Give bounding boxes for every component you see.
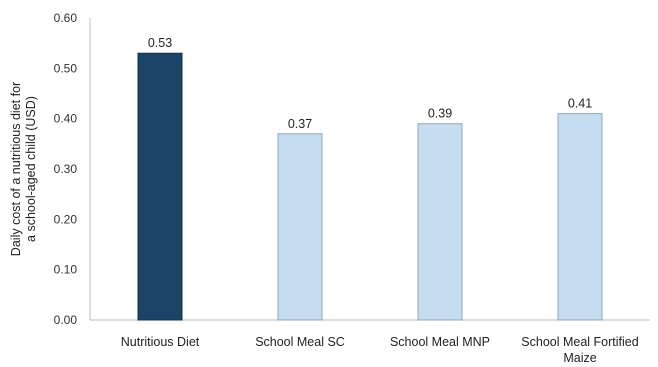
x-axis-categories: Nutritious Diet School Meal SC School Meal… xyxy=(121,335,639,365)
bar xyxy=(277,133,323,321)
bar xyxy=(557,113,603,321)
y-tick-label: 0.00 xyxy=(54,313,78,327)
bars xyxy=(137,52,603,321)
y-tick-label: 0.30 xyxy=(54,162,78,176)
y-axis-title: Daily cost of a nutritious diet for a sch… xyxy=(9,82,38,256)
y-tick-label: 0.10 xyxy=(54,263,78,277)
data-labels: 0.53 0.37 0.39 0.41 xyxy=(148,36,592,131)
y-tick-label: 0.60 xyxy=(54,11,78,25)
y-axis-title-line: a school-aged child (USD) xyxy=(24,96,38,242)
axes xyxy=(89,18,650,321)
y-tick-label: 0.50 xyxy=(54,61,78,75)
data-label: 0.41 xyxy=(568,97,592,111)
y-tick-label: 0.20 xyxy=(54,212,78,226)
data-label: 0.53 xyxy=(148,36,172,50)
x-category-label: School Meal Fortified xyxy=(521,335,638,349)
y-tick-label: 0.40 xyxy=(54,112,78,126)
x-category-label: Nutritious Diet xyxy=(121,335,200,349)
bar xyxy=(417,123,463,321)
x-category-label: Maize xyxy=(563,351,596,365)
x-category-label: School Meal SC xyxy=(255,335,345,349)
x-category-label: School Meal MNP xyxy=(390,335,490,349)
y-axis-title-line: Daily cost of a nutritious diet for xyxy=(9,82,23,256)
data-label: 0.37 xyxy=(288,117,312,131)
y-axis-ticks: 0.00 0.10 0.20 0.30 0.40 0.50 0.60 xyxy=(54,11,78,327)
data-label: 0.39 xyxy=(428,107,452,121)
bar xyxy=(137,52,183,321)
